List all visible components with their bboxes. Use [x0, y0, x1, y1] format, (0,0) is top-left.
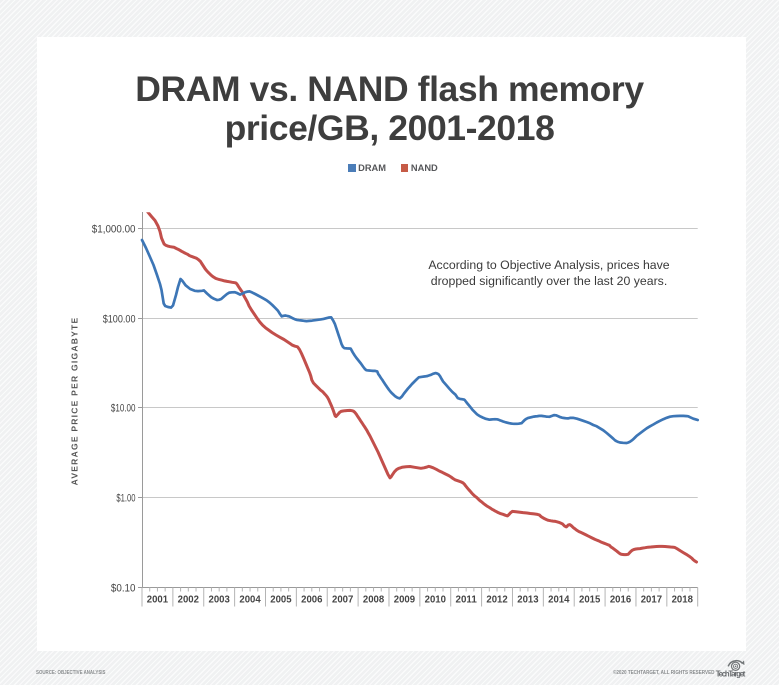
svg-text:2012: 2012: [486, 595, 508, 606]
svg-text:2016: 2016: [610, 595, 632, 606]
svg-text:2003: 2003: [209, 595, 231, 606]
svg-text:2011: 2011: [456, 595, 478, 606]
svg-text:2005: 2005: [270, 595, 292, 606]
svg-text:2004: 2004: [239, 595, 261, 606]
svg-text:2002: 2002: [178, 595, 200, 606]
svg-text:2018: 2018: [672, 595, 694, 606]
svg-text:$100.00: $100.00: [103, 314, 136, 326]
svg-text:2010: 2010: [425, 595, 447, 606]
svg-text:$1,000.00: $1,000.00: [92, 224, 136, 236]
svg-text:2015: 2015: [579, 595, 601, 606]
svg-text:2017: 2017: [641, 595, 663, 606]
svg-text:TechTarget: TechTarget: [716, 669, 746, 678]
svg-text:$1.00: $1.00: [116, 493, 135, 505]
svg-text:2001: 2001: [147, 595, 169, 606]
svg-text:2013: 2013: [517, 595, 539, 606]
svg-text:$0.10: $0.10: [111, 583, 136, 595]
svg-text:2006: 2006: [301, 595, 323, 606]
svg-text:AVERAGE PRICE PER GIGABYTE: AVERAGE PRICE PER GIGABYTE: [70, 317, 80, 486]
svg-text:2009: 2009: [394, 595, 416, 606]
svg-text:2007: 2007: [332, 595, 354, 606]
svg-text:2014: 2014: [548, 595, 570, 606]
svg-text:2008: 2008: [363, 595, 385, 606]
svg-text:$10.00: $10.00: [111, 403, 136, 415]
